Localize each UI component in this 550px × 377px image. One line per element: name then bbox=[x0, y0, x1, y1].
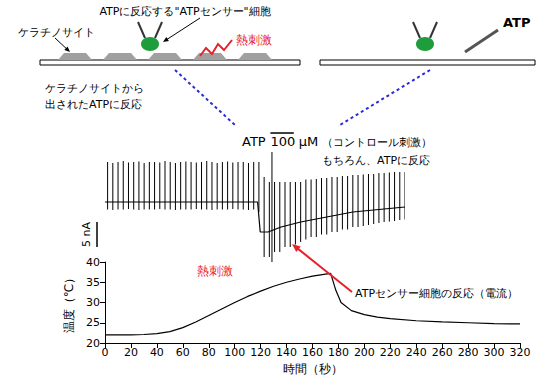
svg-text:ATPに反応する"ATPセンサー"細胞: ATPに反応する"ATPセンサー"細胞 bbox=[99, 5, 270, 18]
svg-text:100: 100 bbox=[270, 134, 295, 149]
svg-text:ケラチノサイト: ケラチノサイト bbox=[18, 26, 95, 39]
svg-text:300: 300 bbox=[484, 346, 505, 359]
svg-text:200: 200 bbox=[354, 346, 375, 359]
svg-text:220: 220 bbox=[380, 346, 401, 359]
svg-text:ATP: ATP bbox=[242, 134, 266, 149]
svg-text:もちろん、ATPに反応: もちろん、ATPに反応 bbox=[322, 154, 430, 167]
svg-text:40: 40 bbox=[150, 346, 164, 359]
svg-text:出されたATPに反応: 出されたATPに反応 bbox=[45, 98, 142, 111]
svg-text:ATPセンサー細胞の反応（電流）: ATPセンサー細胞の反応（電流） bbox=[355, 287, 518, 300]
svg-text:240: 240 bbox=[406, 346, 427, 359]
svg-text:160: 160 bbox=[302, 346, 323, 359]
svg-text:μM: μM bbox=[299, 134, 319, 149]
svg-text:320: 320 bbox=[510, 346, 531, 359]
svg-text:35: 35 bbox=[86, 276, 100, 289]
svg-text:ATP: ATP bbox=[503, 15, 530, 30]
svg-text:40: 40 bbox=[86, 256, 100, 269]
svg-text:25: 25 bbox=[86, 316, 100, 329]
svg-text:温度（℃）: 温度（℃） bbox=[62, 272, 76, 333]
svg-text:20: 20 bbox=[86, 337, 100, 350]
svg-text:5 nA: 5 nA bbox=[80, 222, 93, 247]
svg-text:熱刺激: 熱刺激 bbox=[197, 264, 233, 278]
svg-text:20: 20 bbox=[124, 346, 138, 359]
svg-text:熱刺激: 熱刺激 bbox=[236, 33, 272, 47]
svg-text:120: 120 bbox=[250, 346, 271, 359]
svg-text:140: 140 bbox=[276, 346, 297, 359]
svg-text:時間（秒）: 時間（秒） bbox=[283, 362, 343, 376]
svg-text:30: 30 bbox=[86, 296, 100, 309]
svg-text:60: 60 bbox=[176, 346, 190, 359]
svg-text:80: 80 bbox=[202, 346, 216, 359]
svg-text:0: 0 bbox=[102, 346, 109, 359]
svg-text:260: 260 bbox=[432, 346, 453, 359]
svg-text:100: 100 bbox=[224, 346, 245, 359]
svg-text:ケラチノサイトから: ケラチノサイトから bbox=[45, 82, 144, 95]
svg-text:（コントロール刺激）: （コントロール刺激） bbox=[322, 136, 432, 149]
svg-text:180: 180 bbox=[328, 346, 349, 359]
svg-text:280: 280 bbox=[458, 346, 479, 359]
